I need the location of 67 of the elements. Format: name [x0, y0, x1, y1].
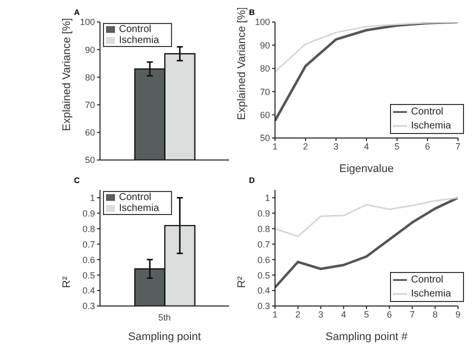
- x-tick-label: 3: [333, 141, 339, 152]
- x-tick-label: 7: [410, 309, 415, 320]
- y-tick-label: 80: [260, 64, 270, 74]
- x-tick-label: 7: [455, 141, 461, 152]
- y-tick-label: 0.3: [257, 301, 270, 312]
- y-tick-label: 0.7: [257, 239, 270, 250]
- y-tick-label: 100: [80, 17, 95, 28]
- y-tick-label: 60: [84, 128, 95, 138]
- line-series: [275, 196, 458, 289]
- legend-label: Ischemia: [119, 35, 160, 46]
- chart-title: D: [249, 176, 255, 185]
- y-tick-label: 0.4: [82, 286, 95, 296]
- legend-label: Control: [411, 274, 444, 286]
- legend-label: Ischemia: [411, 120, 452, 132]
- x-tick-label: 5th: [158, 312, 171, 322]
- x-tick-label: 1: [272, 141, 278, 152]
- y-tick-label: 0.6: [257, 254, 270, 265]
- y-tick-label: 0.9: [82, 208, 95, 218]
- x-tick-label: 5: [364, 309, 370, 320]
- y-tick-label: 50: [260, 133, 270, 144]
- y-tick-label: 0.5: [257, 270, 270, 280]
- x-tick-label: 5: [394, 141, 400, 152]
- y-tick-label: 70: [260, 86, 270, 97]
- y-tick-label: 90: [84, 44, 95, 55]
- y-tick-label: 90: [260, 40, 270, 50]
- chart-title: A: [74, 8, 80, 17]
- y-tick-label: 1: [264, 192, 270, 203]
- x-axis-title: Sampling point #: [326, 331, 408, 343]
- y-tick-label: 0.7: [82, 239, 95, 250]
- x-tick-label: 4: [341, 309, 346, 320]
- y-tick-label: 0.5: [82, 270, 95, 280]
- y-axis-title: R²: [60, 276, 73, 288]
- y-tick-label: 60: [260, 110, 270, 120]
- y-tick-label: 50: [84, 155, 95, 166]
- y-tick-label: 0.6: [82, 254, 95, 265]
- y-tick-label: 0.3: [82, 301, 95, 312]
- legend-label: Control: [119, 192, 152, 203]
- legend-label: Ischemia: [119, 203, 160, 214]
- chart-title: C: [74, 176, 80, 185]
- x-tick-label: 8: [432, 309, 438, 320]
- x-axis-title: Eigenvalue: [339, 163, 394, 175]
- x-tick-label: 2: [295, 309, 300, 320]
- legend-label: Control: [119, 24, 152, 35]
- y-tick-label: 0.8: [257, 224, 270, 234]
- x-tick-label: 3: [318, 309, 324, 320]
- y-tick-label: 1: [90, 192, 95, 203]
- x-tick-label: 4: [364, 141, 370, 152]
- chart-title: B: [249, 8, 255, 17]
- legend-label: Control: [411, 106, 444, 118]
- x-axis-title: Sampling point: [128, 331, 201, 343]
- y-tick-label: 80: [84, 72, 95, 82]
- y-tick-label: 0.8: [82, 224, 95, 234]
- y-tick-label: 70: [84, 100, 95, 110]
- y-tick-label: 0.4: [257, 286, 270, 296]
- x-tick-label: 1: [272, 309, 278, 320]
- legend-label: Ischemia: [411, 288, 452, 300]
- x-tick-label: 9: [455, 309, 461, 320]
- y-tick-label: 100: [254, 17, 270, 28]
- y-axis-title: R²: [236, 276, 248, 288]
- y-axis-title: Explained Variance [%]: [60, 18, 73, 131]
- x-tick-label: 2: [302, 141, 308, 152]
- line-series: [275, 196, 458, 238]
- x-tick-label: 6: [424, 141, 430, 152]
- y-tick-label: 0.9: [257, 208, 270, 218]
- line-series: [275, 22, 458, 73]
- x-tick-label: 6: [386, 309, 392, 320]
- y-axis-title: Explained Variance [%]: [236, 7, 248, 120]
